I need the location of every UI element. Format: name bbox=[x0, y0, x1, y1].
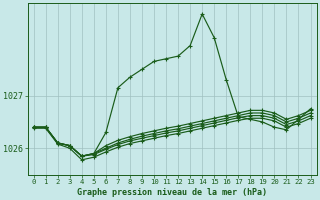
X-axis label: Graphe pression niveau de la mer (hPa): Graphe pression niveau de la mer (hPa) bbox=[77, 188, 267, 197]
